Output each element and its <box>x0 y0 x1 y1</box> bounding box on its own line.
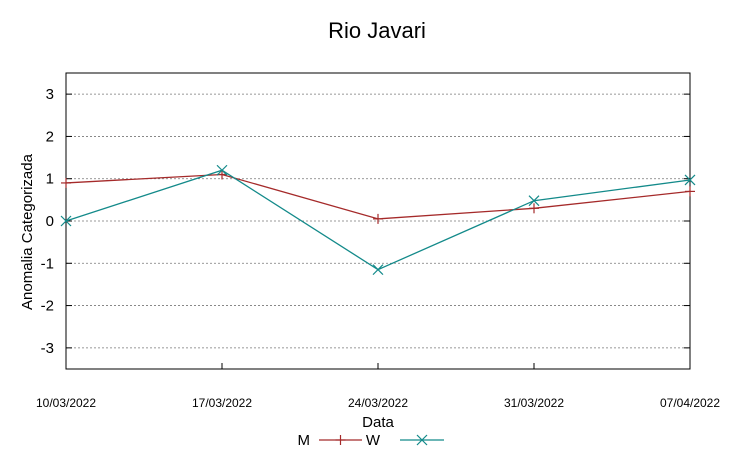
legend-marker-m <box>335 435 346 445</box>
y-tick-label: -1 <box>41 255 54 272</box>
marker-stroke <box>372 264 384 276</box>
data-point-m <box>373 213 383 224</box>
data-point-m <box>529 203 539 214</box>
marker-stroke <box>528 195 540 207</box>
marker-stroke <box>60 215 72 227</box>
marker-stroke <box>416 434 428 446</box>
y-tick-label: -3 <box>41 340 54 357</box>
y-tick-label: 0 <box>46 213 54 230</box>
data-point-w <box>684 174 696 186</box>
data-point-m <box>217 169 227 180</box>
series-layer <box>60 164 696 276</box>
axis-ticks: -3 -2 -1 0 1 2 3 10/03/2022 17/03/2022 24/03/2022… <box>36 86 720 410</box>
data-point-w <box>60 215 72 227</box>
chart-title: Rio Javari <box>328 18 426 43</box>
marker-stroke <box>684 174 696 186</box>
data-point-w <box>216 164 228 176</box>
data-point-m <box>685 186 695 197</box>
y-tick-label: 3 <box>46 86 54 103</box>
data-point-w <box>528 195 540 207</box>
x-tick-label: 07/04/2022 <box>660 396 720 410</box>
y-axis-label: Anomalia Categorizada <box>19 153 36 310</box>
y-tick-label: 2 <box>46 128 54 145</box>
legend-marker-w <box>416 434 428 446</box>
legend-label-m: M <box>298 432 311 449</box>
marker-stroke <box>216 164 228 176</box>
x-tick-label: 17/03/2022 <box>192 396 252 410</box>
x-tick-label: 10/03/2022 <box>36 396 96 410</box>
legend-label-w: W <box>366 432 381 449</box>
data-point-w <box>372 264 384 276</box>
data-point-m <box>61 177 71 188</box>
series-line-m <box>65 173 691 220</box>
x-axis-label: Data <box>362 414 394 431</box>
x-tick-label: 31/03/2022 <box>504 396 564 410</box>
grid-lines <box>66 93 690 349</box>
x-tick-label: 24/03/2022 <box>348 396 408 410</box>
y-tick-label: -2 <box>41 298 54 315</box>
y-tick-label: 1 <box>46 171 54 188</box>
